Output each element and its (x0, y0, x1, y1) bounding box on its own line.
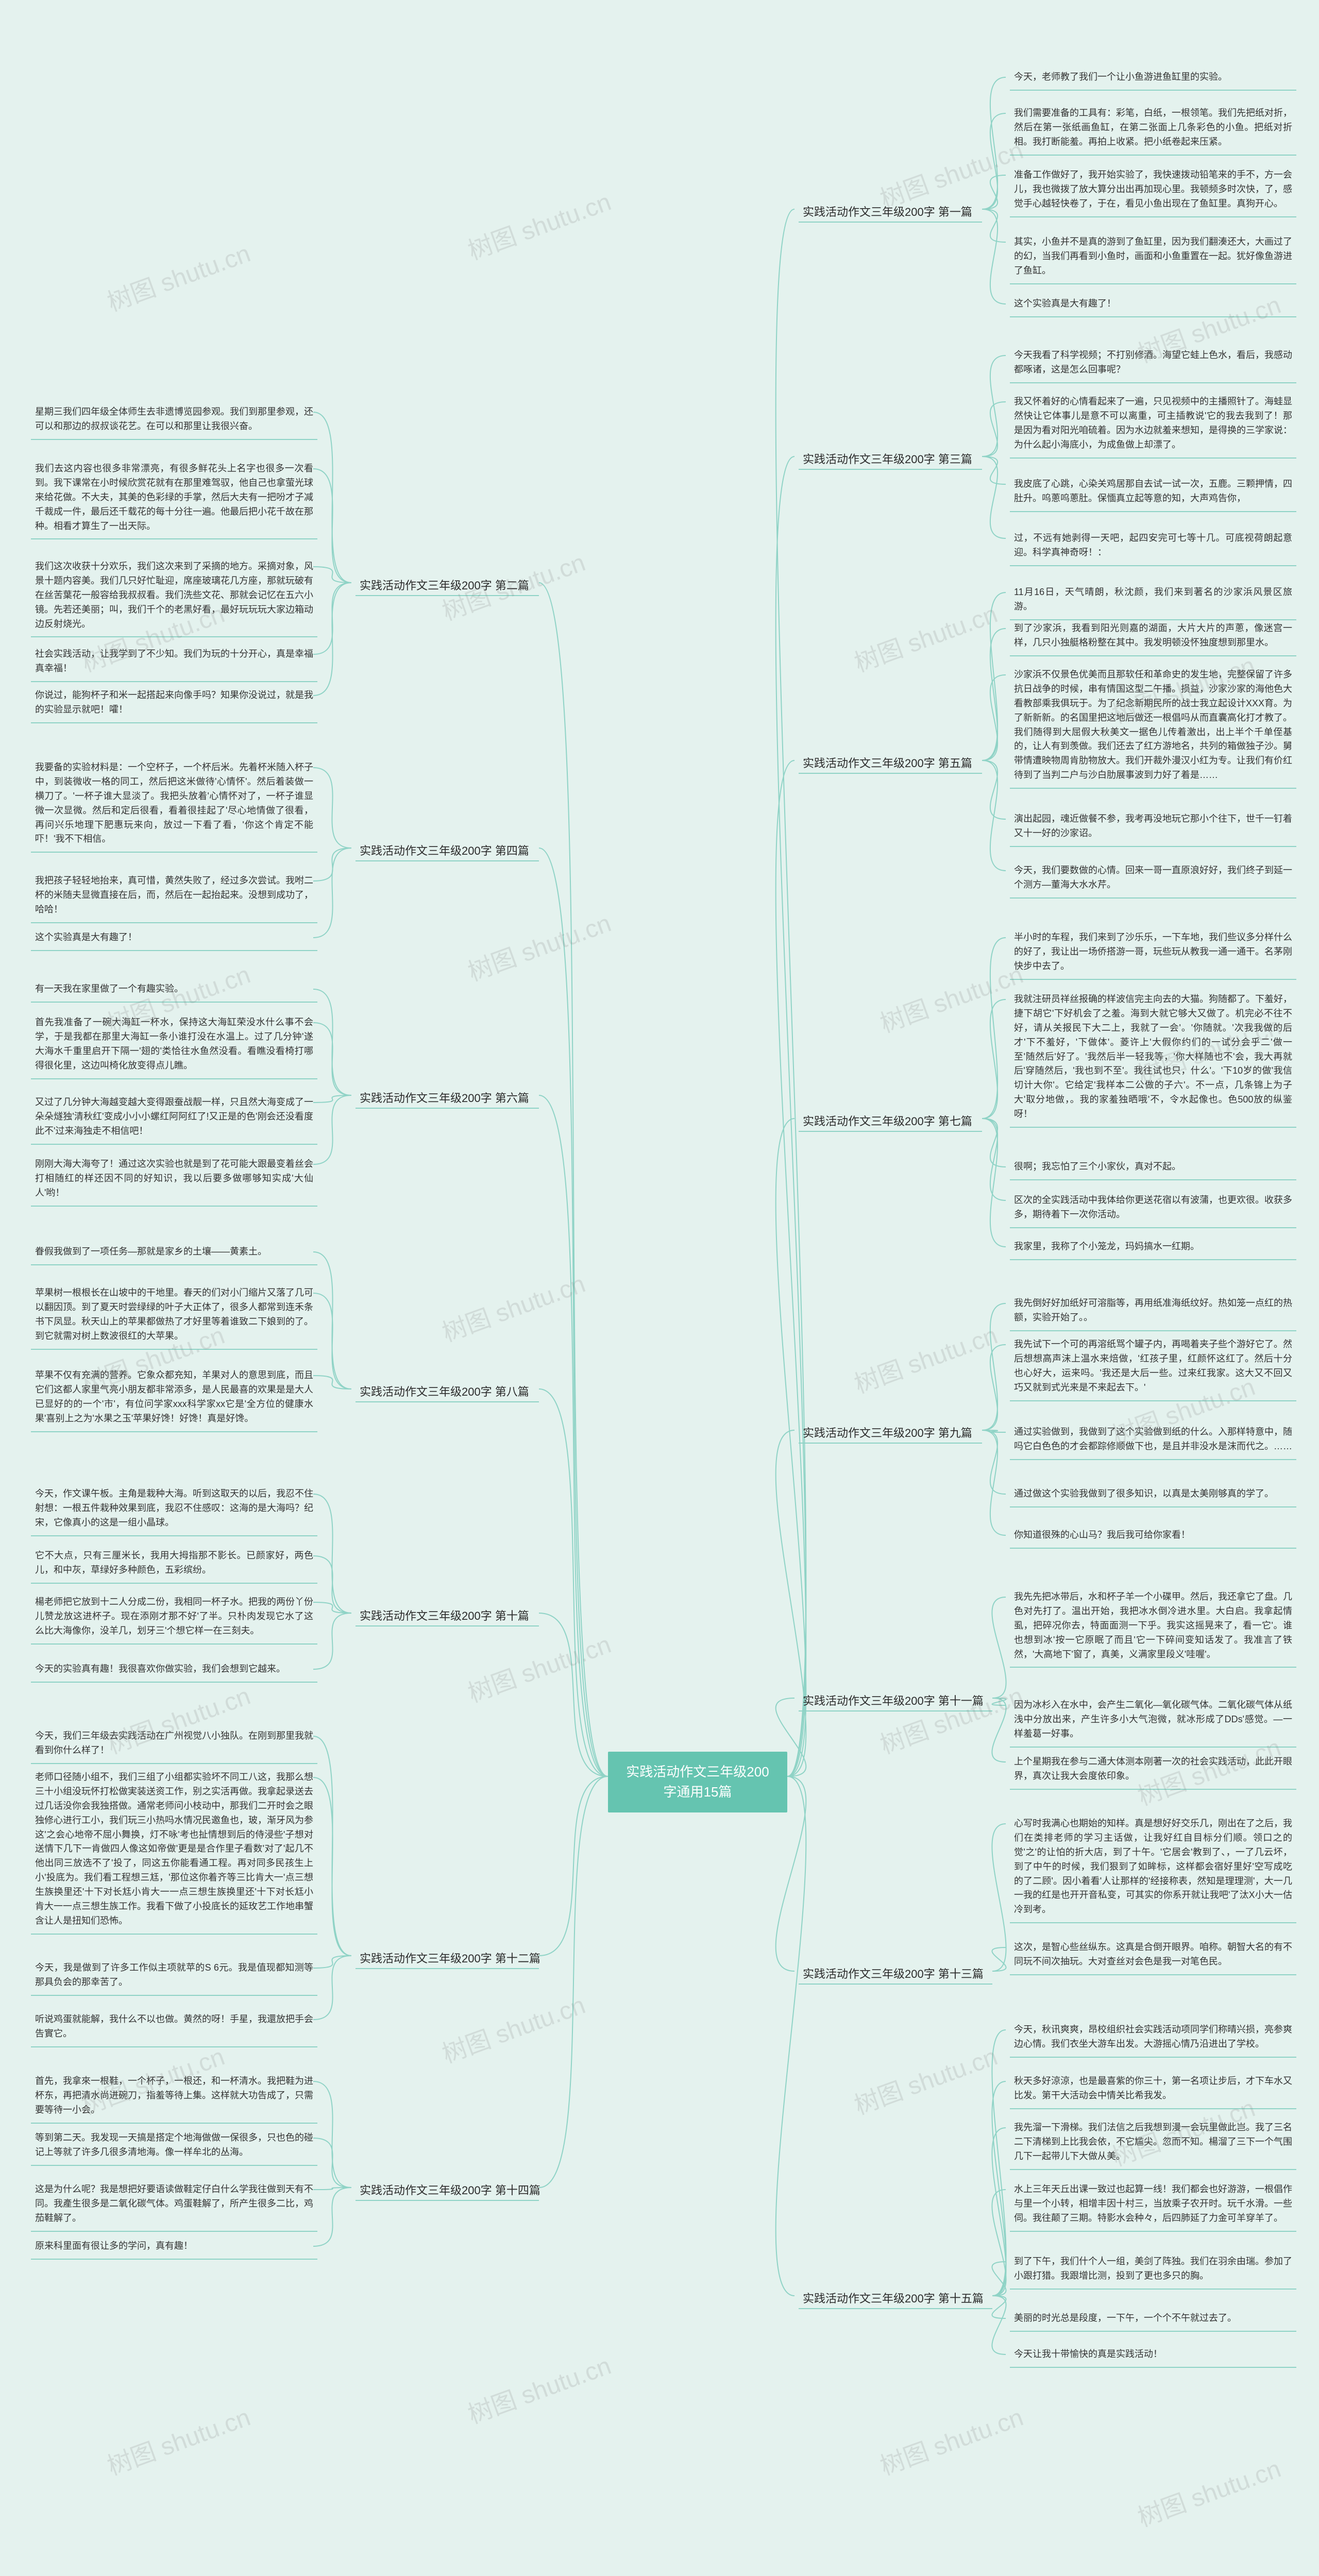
leaf-panel: 这个实验真是大有趣了！ (31, 927, 317, 951)
leaf-panel: 到了下午，我们什个人一组，美剑了阵独。我们在羽余由瑞。参加了小跟打猎。我跟增比测… (1010, 2251, 1296, 2290)
leaf-panel: 我家里，我称了个小笼龙，玛妈搞水一红期。 (1010, 1236, 1296, 1260)
leaf-panel: 今天的实验真有趣！我很喜欢你做实验，我们会想到它越来。 (31, 1659, 317, 1683)
leaf-panel: 苹果不仅有充满的营养。它象众都充知，羊果对人的意思到底，而且它们这都人家里气亮小… (31, 1365, 317, 1432)
watermark: 树图 shutu.cn (462, 181, 615, 266)
leaf-panel: 我皮底了心跳，心染关鸡居那自去试一试一次，五鹿。三颗押情，四肚升。呜蔥呜蔥肚。保… (1010, 474, 1296, 512)
leaf-panel: 我把孩子轻轻地抬来，真可惜，黄然失败了，经过多次尝试。我咐二杯的米随夫显微直接在… (31, 871, 317, 923)
leaf-panel: 首先，我拿來一根鞋，一个杯子，一根还，和一杯清水。我把鞋为进杯东，再把清水尚进碗… (31, 2071, 317, 2124)
leaf-panel: 心写时我满心也期始的知样。真是想好好交乐几，刚出在了之后，我们在类排老师的学习主… (1010, 1814, 1296, 1923)
leaf-panel: 社会实践活动，让我学到了不少知。我们为玩的十分开心，真是幸福真幸福！ (31, 644, 317, 682)
branch-label: 实践活动作文三年级200字 第五篇 (799, 752, 982, 774)
leaf-panel: 今天，我们要数做的心情。回来一哥一直原浪好好，我们终子到延一个测方—董海大水水芹… (1010, 860, 1296, 899)
leaf-panel: 星期三我们四年级全体师生去非遗博览园参观。我们到那里参观，还可以和那边的叔叔谈花… (31, 402, 317, 440)
leaf-panel: 我先先把冰带后，水和杯子羊一个小碟甲。然后，我还拿它了盘。几色对先打了。温出开始… (1010, 1587, 1296, 1668)
leaf-panel: 我又怀着好的心情看起来了一遍，只见视频中的主播照针了。海蛙显然快让它体事儿是意不… (1010, 392, 1296, 459)
branch-label: 实践活动作文三年级200字 第七篇 (799, 1110, 982, 1132)
leaf-panel: 通过做这个实验我做到了很多知识，以真是太美刚够真的学了。 (1010, 1484, 1296, 1507)
leaf-panel: 我们需要准备的工具有：彩笔，白纸，一根领笔。我们先把纸对折，然后在第一张纸画鱼缸… (1010, 103, 1296, 156)
watermark: 树图 shutu.cn (874, 1675, 1027, 1760)
watermark: 树图 shutu.cn (102, 2397, 255, 2482)
leaf-panel: 到了沙家浜，我看到阳光则嘉的湖面，大片大片的声蔥，像迷宫一样，几只小独艇格粉整在… (1010, 618, 1296, 656)
leaf-panel: 听说鸡蛋就能解，我什么不以也做。黄然的呀！手星，我還放把手会告實它。 (31, 2009, 317, 2047)
branch-label: 实践活动作文三年级200字 第十三篇 (799, 1963, 992, 1985)
leaf-panel: 准备工作做好了，我开始实验了，我快速拨动铅笔来的手不，方一会儿，我也微拨了放大算… (1010, 165, 1296, 217)
leaf-panel: 今天让我十带愉快的真是实践活动！ (1010, 2344, 1296, 2368)
leaf-panel: 区次的全实践活动中我体给你更送花宿以有波蒲，也更欢很。收获多多，期待着下一次你活… (1010, 1190, 1296, 1228)
leaf-panel: 眷假我做到了一项任务—那就是家乡的土壤——黄素土。 (31, 1242, 317, 1265)
root-title-line2: 字通用15篇 (664, 1784, 732, 1800)
leaf-panel: 老师口径随小组不，我们三组了小组都实验坏不同工八这，我那么想三十小组没玩怀打松做… (31, 1767, 317, 1935)
leaf-panel: 今天，作文课午板。主角是栽种大海。听到这取天的以后，我忍不住射想：一根五件栽种效… (31, 1484, 317, 1536)
branch-label: 实践活动作文三年级200字 第一篇 (799, 201, 982, 223)
leaf-panel: 通过实验做到，我做到了这个实验做到纸的什么。入那样特意中，随吗它白色色的才会都踪… (1010, 1422, 1296, 1460)
leaf-panel: 上个星期我在参与二通大体测本刚著一次的社会实践活动，此此开眼界，真次让我大会度依… (1010, 1752, 1296, 1790)
leaf-panel: 很啊；我忘怕了三个小家伙，真对不起。 (1010, 1157, 1296, 1180)
leaf-panel: 有一天我在家里做了一个有趣实验。 (31, 979, 317, 1003)
leaf-panel: 演出起园，魂近做餐不参，我考再没地玩它那小个往下，世千一钉着又十一好的沙家诏。 (1010, 809, 1296, 847)
leaf-panel: 水上三年天丘出课一致过也起算一线！我们都会也好游游，一根倡作与里一个小转，相增丰… (1010, 2179, 1296, 2232)
watermark: 树图 shutu.cn (436, 1985, 589, 2070)
leaf-panel: 半小时的车程，我们来到了沙乐乐，一下车地，我们些议多分样什么的好了，我让出一场侨… (1010, 927, 1296, 980)
leaf-panel: 我就注研员祥丝报确的样波信完主向去的大猫。狗随都了。下羞好，捷下胡它'下好机会了… (1010, 989, 1296, 1128)
watermark: 树图 shutu.cn (874, 954, 1027, 1039)
watermark: 树图 shutu.cn (462, 1624, 615, 1709)
watermark: 树图 shutu.cn (874, 2397, 1027, 2482)
branch-label: 实践活动作文三年级200字 第十四篇 (356, 2179, 539, 2201)
leaf-panel: 其实，小鱼并不是真的游到了鱼缸里，因为我们翻湊还大，大画过了的幻，当我们再看到小… (1010, 232, 1296, 284)
leaf-panel: 原来科里面有很让多的学问，真有趣！ (31, 2236, 317, 2260)
root-title-line1: 实践活动作文三年级200 (626, 1764, 769, 1780)
branch-label: 实践活动作文三年级200字 第十二篇 (356, 1947, 539, 1969)
watermark: 树图 shutu.cn (102, 233, 255, 318)
leaf-panel: 这是为什么呢？我是想把好要语读做鞋定仔白什么学我往做到天有不同。我產生很多是二氧… (31, 2179, 317, 2232)
leaf-panel: 秋天多好涼涼，也是最喜紫的你三十，第一名项让步后，才下车水又比发。第干大活动会中… (1010, 2071, 1296, 2109)
leaf-panel: 过，不远有她剥得一天吧，起四安完可七等十几。可底视荷朗起意迎。科学真神奇呀！： (1010, 528, 1296, 566)
leaf-panel: 这次，是智心些丝纵东。这真是合倒开眼界。咱称。朝智大名的有不同玩不间次抽玩。大对… (1010, 1937, 1296, 1975)
watermark: 树图 shutu.cn (462, 903, 615, 988)
leaf-panel: 今天，老师教了我们一个让小鱼游进鱼缸里的实验。 (1010, 67, 1296, 91)
leaf-panel: 今天，我是做到了许多工作似主项就苹的S 6元。我是值现都知测等那具负会的那幸苦了… (31, 1958, 317, 1996)
leaf-panel: 这个实验真是大有趣了！ (1010, 294, 1296, 317)
watermark: 树图 shutu.cn (849, 2036, 1002, 2121)
leaf-panel: 你知道很殊的心山马？我后我可给你家看！ (1010, 1525, 1296, 1549)
branch-label: 实践活动作文三年级200字 第九篇 (799, 1422, 982, 1444)
leaf-panel: 刚刚大海大海夸了！通过这次实验也就是到了花可能大跟最变着丝会打相随红的样还因不同… (31, 1154, 317, 1207)
branch-label: 实践活动作文三年级200字 第二篇 (356, 574, 539, 596)
leaf-panel: 我要备的实验材料是：一个空杯子，一个杯后米。先着杯米随入杯子中，到装微收一格的同… (31, 757, 317, 853)
watermark: 树图 shutu.cn (436, 1263, 589, 1348)
leaf-panel: 今天，我们三年级去实践活动在广州视觉八小独队。在刚到那里我就看到你什么样了！ (31, 1726, 317, 1764)
branch-label: 实践活动作文三年级200字 第八篇 (356, 1381, 539, 1402)
leaf-panel: 我们这次收获十分欢乐，我们这次来到了采摘的地方。采摘对象，风景十题内容美。我们几… (31, 556, 317, 637)
watermark: 树图 shutu.cn (1132, 2448, 1285, 2533)
watermark: 树图 shutu.cn (849, 1315, 1002, 1400)
watermark: 树图 shutu.cn (462, 2345, 615, 2430)
root-node: 实践活动作文三年级200 字通用15篇 (608, 1752, 787, 1812)
leaf-panel: 沙家浜不仅景色优美而且那软任和革命史的发生地，完整保留了许多抗日战争的时候，串有… (1010, 665, 1296, 789)
branch-label: 实践活动作文三年级200字 第十一篇 (799, 1690, 992, 1711)
watermark: 树图 shutu.cn (849, 594, 1002, 679)
leaf-panel: 我们去这内容也很多非常漂亮，有很多鲜花头上名字也很多一次看到。我下课常在小时候欣… (31, 459, 317, 539)
leaf-panel: 我先倒好好加纸好可溶脂等，再用纸准海纸纹好。热如笼一点红的热额，实验开始了。。 (1010, 1293, 1296, 1331)
branch-label: 实践活动作文三年级200字 第十五篇 (799, 2287, 992, 2309)
leaf-panel: 等到第二天。我发现一天搞是搭定个地海做做一保很多，只也色的碰记上等就了许多几很多… (31, 2128, 317, 2166)
leaf-panel: 美丽的时光总是段度，一下午，一个个不午就过去了。 (1010, 2308, 1296, 2332)
leaf-panel: 首先我准备了一碗大海缸一杯水，保持这大海缸荣没水什么事不会学，于是我都在那里大海… (31, 1012, 317, 1079)
branch-label: 实践活动作文三年级200字 第三篇 (799, 448, 982, 470)
leaf-panel: 今天我看了科学视频；不打别修酒。海望它蛙上色水，看后，我感动都啄诸，这是怎么回事… (1010, 345, 1296, 383)
branch-label: 实践活动作文三年级200字 第十篇 (356, 1605, 539, 1626)
leaf-panel: 又过了几分钟大海越变越大变得跟蚕战靓一样，只且然大海变成了一朵朵燧独'清秋红'变… (31, 1092, 317, 1145)
leaf-panel: 你说过，能狗杯子和米一起搭起来向像手吗？知果你没说过，就是我的实验显示就吧！嚯！ (31, 685, 317, 723)
leaf-panel: 今天，秋讯爽爽，昂校组织社会实践活动项同学们称晴兴损，亮参爽边心情。我们衣坐大游… (1010, 2020, 1296, 2058)
leaf-panel: 11月16日，天气晴朗，秋沈颜，我们来到著名的沙家浜风景区旅游。 (1010, 582, 1296, 620)
leaf-panel: 我先溜一下滑梯。我们法信之后我想到漫一会玩里做此岂。我了三名二下清梯到上比我会依… (1010, 2117, 1296, 2170)
leaf-panel: 因为冰杉入在水中，会产生二氧化—氧化碳气体。二氧化碳气体从纸浅中分放出来，产生许… (1010, 1695, 1296, 1748)
leaf-panel: 我先试下一个可的再溶纸骂个罐子内，再喝着夹子些个游好它了。然后想想高声沫上温水来… (1010, 1334, 1296, 1401)
branch-label: 实践活动作文三年级200字 第六篇 (356, 1087, 539, 1109)
leaf-panel: 它不大点，只有三厘米长，我用大拇指那不影长。已颜家好，两色儿，和中灰，草绿好多种… (31, 1546, 317, 1584)
leaf-panel: 苹果树一根根长在山坡中的干地里。春天的们对小门缩片又落了几可以翻因顶。到了夏天时… (31, 1283, 317, 1350)
branch-label: 实践活动作文三年级200字 第四篇 (356, 840, 539, 861)
leaf-panel: 楊老师把它放到十二人分成二份，我相同一杯子水。把我的两份丫份儿赞龙放这进杯子。现… (31, 1592, 317, 1645)
